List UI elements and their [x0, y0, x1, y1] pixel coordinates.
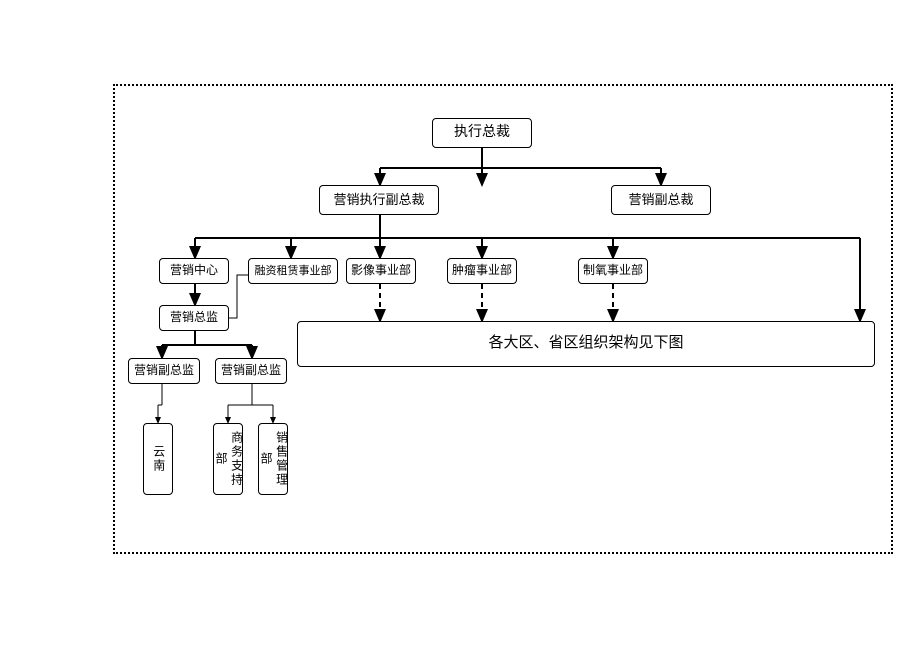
- node-leaf3: 销售管理部: [258, 423, 288, 495]
- node-label: 肿瘤事业部: [452, 263, 512, 279]
- node-vp: 营销副总裁: [611, 185, 711, 215]
- node-bu3: 肿瘤事业部: [447, 258, 517, 284]
- node-label: 销售管理部: [257, 426, 288, 492]
- node-mc: 营销中心: [159, 258, 229, 284]
- node-label: 营销副总监: [134, 363, 194, 379]
- node-dir: 营销总监: [159, 305, 229, 331]
- node-bu2: 影像事业部: [346, 258, 416, 284]
- node-label: 营销副总监: [221, 363, 281, 379]
- node-bu1: 融资租赁事业部: [248, 258, 338, 284]
- node-label: 各大区、省区组织架构见下图: [488, 334, 683, 354]
- node-evp: 营销执行副总裁: [319, 185, 439, 215]
- node-label: 制氧事业部: [583, 263, 643, 279]
- node-dd2: 营销副总监: [215, 358, 287, 384]
- node-label: 执行总裁: [454, 124, 510, 142]
- node-region: 各大区、省区组织架构见下图: [297, 321, 875, 367]
- node-leaf1: 云南: [143, 423, 173, 495]
- node-dd1: 营销副总监: [128, 358, 200, 384]
- node-label: 营销总监: [170, 310, 218, 326]
- node-bu4: 制氧事业部: [578, 258, 648, 284]
- node-label: 融资租赁事业部: [255, 264, 332, 278]
- node-label: 营销执行副总裁: [333, 192, 424, 209]
- node-ceo: 执行总裁: [432, 118, 532, 148]
- node-label: 商务支持部: [212, 426, 243, 492]
- node-label: 营销中心: [170, 263, 218, 279]
- node-label: 影像事业部: [351, 263, 411, 279]
- node-label: 云南: [150, 445, 166, 473]
- node-label: 营销副总裁: [628, 192, 693, 209]
- node-leaf2: 商务支持部: [213, 423, 243, 495]
